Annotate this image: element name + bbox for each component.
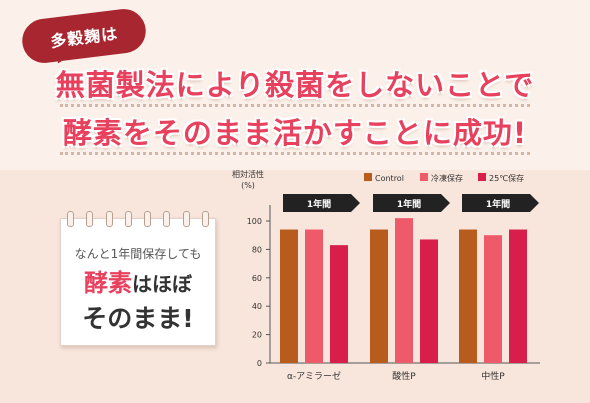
note-emph: 酵素	[84, 269, 132, 297]
legend-swatch	[420, 173, 428, 181]
legend-swatch	[364, 173, 372, 181]
note-rest: はほぼ	[132, 272, 192, 296]
period-label: 1年間	[307, 198, 331, 210]
bar	[395, 218, 413, 363]
bar	[330, 245, 348, 363]
note-rings	[61, 211, 215, 227]
y-tick-label: 0	[257, 359, 262, 368]
y-tick-label: 100	[247, 217, 262, 226]
period-label: 1年間	[397, 198, 421, 210]
period-arrow	[373, 194, 450, 212]
bar	[305, 229, 323, 363]
x-tick-label: 中性P	[481, 370, 505, 382]
note-line3: そのまま!	[82, 304, 194, 333]
memo-note: なんと1年間保存しても 酵素はほぼ そのまま!	[60, 211, 216, 346]
y-tick-label: 80	[252, 245, 262, 254]
bar	[484, 235, 502, 363]
headline-line1: 無菌製法により殺菌をしないことで	[55, 68, 535, 102]
x-tick-label: 酸性P	[392, 370, 416, 382]
legend-label: Control	[375, 174, 404, 183]
y-axis-label: 相対活性	[232, 169, 264, 179]
note-line1: なんと1年間保存しても	[74, 247, 202, 261]
bar	[280, 229, 298, 363]
period-arrow	[283, 194, 360, 212]
y-axis-unit: (%)	[241, 181, 255, 190]
headline-line2: 酵素をそのまま活かすことに成功!	[62, 116, 528, 150]
legend-swatch	[478, 173, 486, 181]
y-tick-label: 20	[252, 331, 262, 340]
legend-label: 冷凍保存	[431, 173, 463, 183]
y-tick-label: 40	[252, 302, 262, 311]
period-label: 1年間	[486, 198, 510, 210]
divider	[60, 152, 530, 155]
x-tick-label: α-アミラーゼ	[287, 370, 341, 382]
period-arrow	[462, 194, 539, 212]
legend-label: 25℃保存	[489, 173, 524, 183]
bar	[370, 229, 388, 363]
y-tick-label: 60	[252, 274, 262, 283]
divider	[60, 104, 530, 107]
bar	[420, 239, 438, 363]
bar	[459, 229, 477, 363]
bar	[509, 229, 527, 363]
note-line2: 酵素はほぼ	[61, 263, 215, 298]
